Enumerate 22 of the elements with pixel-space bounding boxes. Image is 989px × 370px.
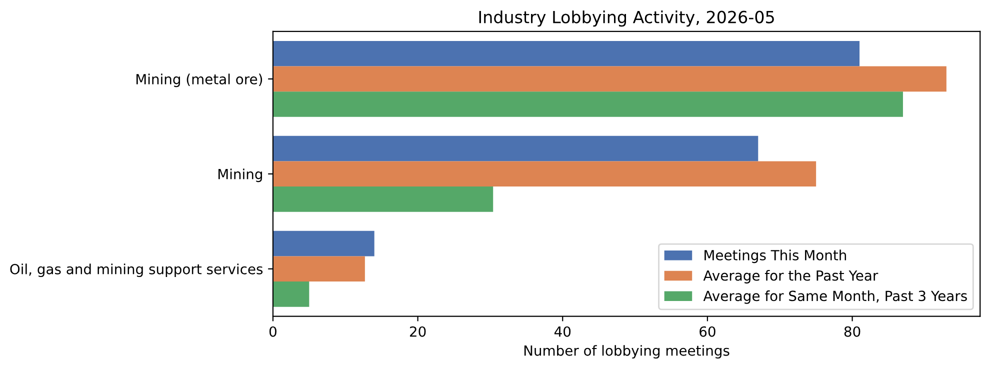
- legend-label: Average for the Past Year: [703, 270, 878, 284]
- x-tick-label: 60: [700, 326, 716, 337]
- bar: [272, 161, 816, 187]
- bar: [272, 66, 946, 92]
- y-tick-label: Mining (metal ore): [136, 74, 262, 88]
- bar: [272, 136, 758, 162]
- legend-label: Average for Same Month, Past 3 Years: [703, 290, 967, 304]
- bar: [272, 256, 365, 282]
- y-tick-label: Mining: [218, 168, 262, 182]
- x-tick-label: 80: [844, 326, 860, 337]
- y-tick-label: Oil, gas and mining support services: [10, 264, 263, 278]
- legend-label: Meetings This Month: [704, 250, 846, 264]
- x-tick-label: 0: [269, 326, 276, 337]
- chart-title: Industry Lobbying Activity, 2026-05: [479, 10, 774, 27]
- x-tick-label: 20: [410, 326, 426, 337]
- bar: [272, 92, 903, 117]
- bar: [272, 282, 310, 307]
- bar: [272, 40, 860, 66]
- bar: [272, 230, 374, 256]
- x-axis-title: Number of lobbying meetings: [524, 345, 730, 359]
- x-tick-label: 40: [554, 326, 571, 337]
- bar: [272, 186, 494, 212]
